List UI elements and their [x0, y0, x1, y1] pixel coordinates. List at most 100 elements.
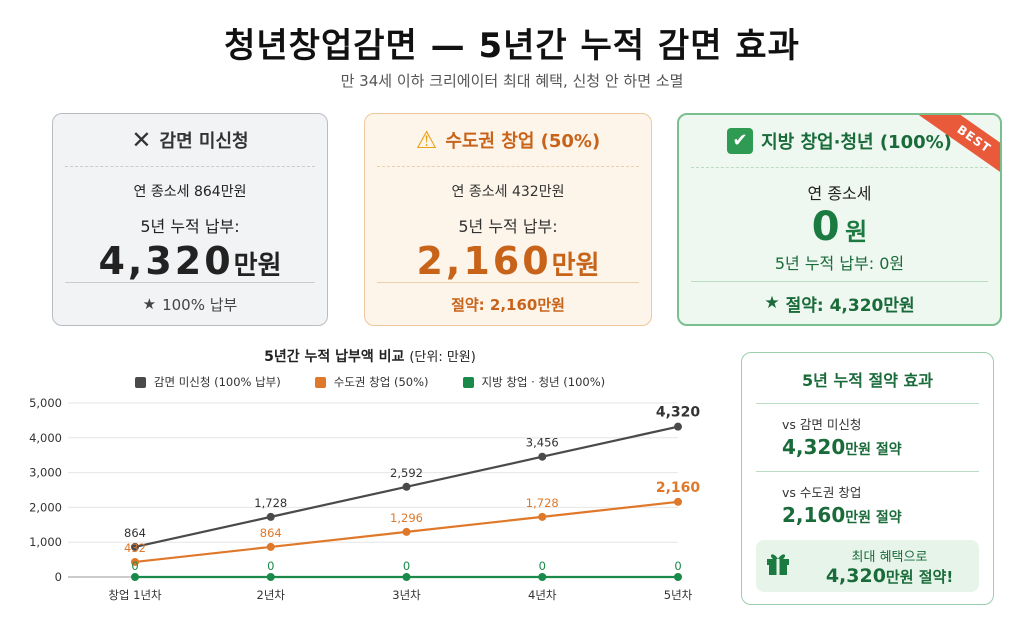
data-label: 1,728 — [254, 496, 287, 510]
annual-unit: 원 — [845, 218, 868, 246]
data-point — [266, 512, 275, 521]
y-tick-label: 5,000 — [29, 396, 62, 410]
max-suffix: 만원 절약! — [885, 567, 954, 586]
card-label: 감면 미신청 — [159, 131, 249, 152]
data-point — [674, 422, 682, 431]
divider — [756, 403, 979, 404]
card-footer: ★ 절약: 4,320만원 — [679, 282, 1000, 324]
page-subtitle: 만 34세 이하 크리에이터 최대 혜택, 신청 안 하면 소멸 — [340, 72, 684, 90]
y-tick-label: 4,000 — [29, 431, 62, 445]
cumulative-number: 2,160 — [416, 239, 552, 283]
legend-item: 감면 미신청 (100% 납부) — [134, 374, 281, 390]
data-point — [538, 512, 547, 521]
max-benefit-text: 최대 혜택으로 4,320만원 절약! — [800, 546, 979, 587]
savings-panel: 5년 누적 절약 효과 vs 감면 미신청 4,320만원 절약 vs 수도권 … — [741, 352, 994, 605]
savings-item: vs 감면 미신청 4,320만원 절약 — [742, 404, 993, 459]
annual-tax: 연 종소세 864만원 — [133, 184, 247, 200]
legend-swatch — [134, 376, 146, 388]
data-label: 432 — [124, 541, 146, 555]
data-label: 3,456 — [526, 436, 559, 450]
x-icon: ✕ — [131, 126, 152, 154]
y-tick-label: 2,000 — [29, 500, 62, 514]
x-tick-label: 창업 1년차 — [108, 588, 162, 602]
annual-number: 0 — [811, 204, 840, 250]
max-benefit-amount: 4,320만원 절약! — [800, 565, 979, 587]
divider — [756, 471, 979, 472]
legend-label: 수도권 창업 (50%) — [333, 375, 429, 389]
legend-item: 수도권 창업 (50%) — [314, 374, 429, 390]
savings-number: 4,320 — [782, 435, 846, 459]
cumulative-text: 5년 누적 납부: 0원 — [774, 254, 905, 273]
data-point — [402, 527, 411, 536]
y-tick-label: 3,000 — [29, 466, 62, 480]
card-no-application: ✕ 감면 미신청 연 종소세 864만원 5년 누적 납부: 4,320만원 ★… — [52, 113, 328, 326]
card-header: ✔ 지방 창업·청년 (100%) — [679, 115, 1000, 167]
data-point — [131, 557, 139, 566]
cumulative-label: 5년 누적 납부: — [458, 217, 558, 236]
chart-title: 5년간 누적 납부액 비교 (단위: 만원) — [20, 346, 720, 366]
data-point — [674, 497, 682, 506]
chart-plot: 0 1,000 2,000 3,000 4,000 5,000 창업 1년차 2년차 3년차 4년… — [29, 396, 701, 602]
data-label: 2,592 — [390, 466, 423, 480]
data-point — [131, 542, 139, 551]
x-tick-label: 4년차 — [528, 588, 557, 602]
footer-text: 100% 납부 — [162, 295, 238, 314]
cumulative-number: 4,320 — [98, 239, 234, 283]
savings-suffix: 만원 절약 — [845, 442, 902, 458]
check-icon: ✔ — [727, 128, 754, 154]
savings-amount: 2,160만원 절약 — [782, 503, 993, 527]
data-point — [402, 482, 411, 491]
data-label: 0 — [403, 559, 410, 573]
data-point — [538, 573, 547, 581]
divider — [65, 166, 315, 167]
divider — [691, 281, 988, 282]
data-point — [266, 573, 275, 581]
chart-legend: 감면 미신청 (100% 납부) 수도권 창업 (50%) 지방 창업 · 청년… — [20, 374, 720, 390]
card-header: ⚠ 수도권 창업 (50%) — [365, 114, 651, 166]
savings-amount: 4,320만원 절약 — [782, 435, 993, 459]
divider — [377, 166, 639, 167]
max-benefit-box: 최대 혜택으로 4,320만원 절약! — [756, 540, 979, 592]
data-point — [674, 573, 682, 581]
data-label: 1,728 — [526, 496, 559, 510]
legend-item: 지방 창업 · 청년 (100%) — [462, 374, 606, 390]
data-label: 0 — [131, 559, 138, 573]
card-footer: 절약: 2,160만원 — [365, 283, 651, 325]
savings-item: vs 수도권 창업 2,160만원 절약 — [742, 472, 993, 527]
savings-vs-label: vs 수도권 창업 — [782, 485, 862, 500]
x-tick-label: 3년차 — [392, 588, 421, 602]
legend-swatch — [462, 376, 474, 388]
data-label: 0 — [674, 559, 681, 573]
data-label: 2,160 — [656, 480, 701, 496]
card-label: 수도권 창업 (50%) — [445, 131, 601, 152]
savings-suffix: 만원 절약 — [845, 510, 902, 526]
gift-icon-svg — [767, 553, 789, 575]
x-tick-label: 5년차 — [664, 588, 693, 602]
data-point — [402, 573, 411, 581]
divider — [691, 167, 988, 168]
max-number: 4,320 — [825, 564, 886, 587]
footer-text: 절약: 4,320만원 — [785, 295, 915, 316]
card-metro-startup: ⚠ 수도권 창업 (50%) 연 종소세 432만원 5년 누적 납부: 2,1… — [364, 113, 652, 326]
card-header: ✕ 감면 미신청 — [53, 114, 327, 166]
legend-swatch — [314, 376, 326, 388]
data-label: 0 — [539, 559, 546, 573]
warning-icon: ⚠ — [415, 126, 438, 154]
y-tick-label: 0 — [55, 570, 62, 584]
cumulative-unit: 만원 — [551, 251, 600, 281]
x-tick-label: 2년차 — [257, 588, 286, 602]
legend-label: 지방 창업 · 청년 (100%) — [481, 375, 606, 389]
cumulative-chart: 5년간 누적 납부액 비교 (단위: 만원) 감면 미신청 (100% 납부) … — [20, 340, 720, 640]
card-label: 지방 창업·청년 (100%) — [761, 132, 952, 153]
star-icon: ★ — [764, 293, 780, 313]
legend-label: 감면 미신청 (100% 납부) — [153, 375, 281, 389]
gift-icon — [756, 549, 800, 584]
data-label: 864 — [260, 526, 282, 540]
data-label: 864 — [124, 526, 146, 540]
data-point — [266, 542, 275, 551]
annual-tax: 연 종소세 — [807, 184, 872, 203]
star-icon: ★ — [142, 295, 157, 313]
savings-title: 5년 누적 절약 효과 — [802, 371, 933, 390]
divider — [377, 282, 639, 283]
chart-unit-label: (단위: 만원) — [409, 350, 476, 365]
